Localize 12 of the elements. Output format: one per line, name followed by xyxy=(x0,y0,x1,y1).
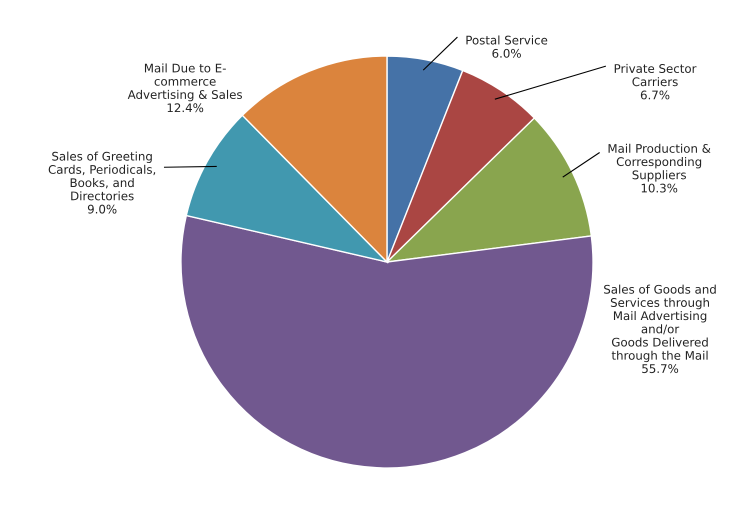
data-label: 6.7% xyxy=(640,90,670,100)
data-label: 6.0% xyxy=(492,48,521,58)
data-label: 12.4% xyxy=(168,103,204,112)
slice-label: Mail Production & Corresponding Suppliers xyxy=(608,144,711,182)
slice-label: Postal Service xyxy=(466,35,548,45)
slice-label: Sales of Greeting Cards, Periodicals, Books, and Directories xyxy=(48,152,156,200)
data-label: 55.7% xyxy=(642,364,678,374)
slice-label: Mail Due to E- commerce Advertising & Sales xyxy=(128,63,242,102)
data-label: 10.3% xyxy=(642,184,678,193)
data-label: 9.0% xyxy=(88,204,116,214)
slice-label: Sales of Goods and Services through Mail Advertising and/or Goods Delivered through the Mail xyxy=(604,284,716,362)
slice-label: Private Sector Carriers xyxy=(614,64,696,86)
